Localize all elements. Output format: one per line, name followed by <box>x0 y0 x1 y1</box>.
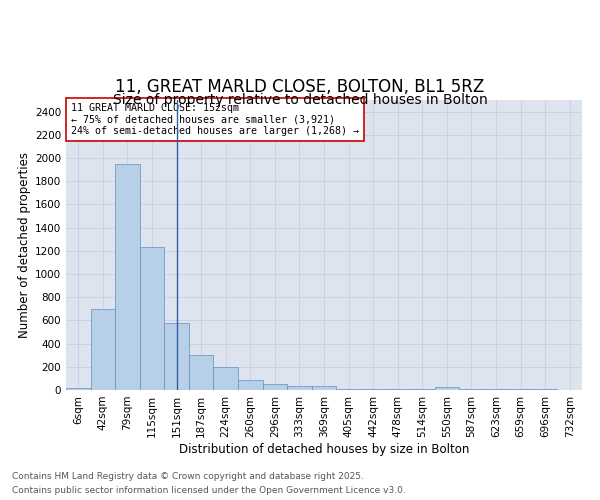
Bar <box>91 309 115 390</box>
Y-axis label: Number of detached properties: Number of detached properties <box>18 152 31 338</box>
Bar <box>214 367 238 390</box>
Bar <box>115 164 140 390</box>
Bar <box>287 386 312 390</box>
Bar <box>189 354 214 390</box>
Bar <box>66 388 91 390</box>
Text: Contains public sector information licensed under the Open Government Licence v3: Contains public sector information licen… <box>12 486 406 495</box>
Text: Contains HM Land Registry data © Crown copyright and database right 2025.: Contains HM Land Registry data © Crown c… <box>12 472 364 481</box>
Text: 11 GREAT MARLD CLOSE: 152sqm
← 75% of detached houses are smaller (3,921)
24% of: 11 GREAT MARLD CLOSE: 152sqm ← 75% of de… <box>71 103 359 136</box>
Bar <box>263 384 287 390</box>
Bar <box>238 380 263 390</box>
Text: 11, GREAT MARLD CLOSE, BOLTON, BL1 5RZ: 11, GREAT MARLD CLOSE, BOLTON, BL1 5RZ <box>115 78 485 96</box>
Bar <box>312 386 336 390</box>
Bar <box>164 324 189 390</box>
Bar <box>140 246 164 390</box>
Text: Size of property relative to detached houses in Bolton: Size of property relative to detached ho… <box>113 93 487 107</box>
Bar <box>434 388 459 390</box>
X-axis label: Distribution of detached houses by size in Bolton: Distribution of detached houses by size … <box>179 442 469 456</box>
